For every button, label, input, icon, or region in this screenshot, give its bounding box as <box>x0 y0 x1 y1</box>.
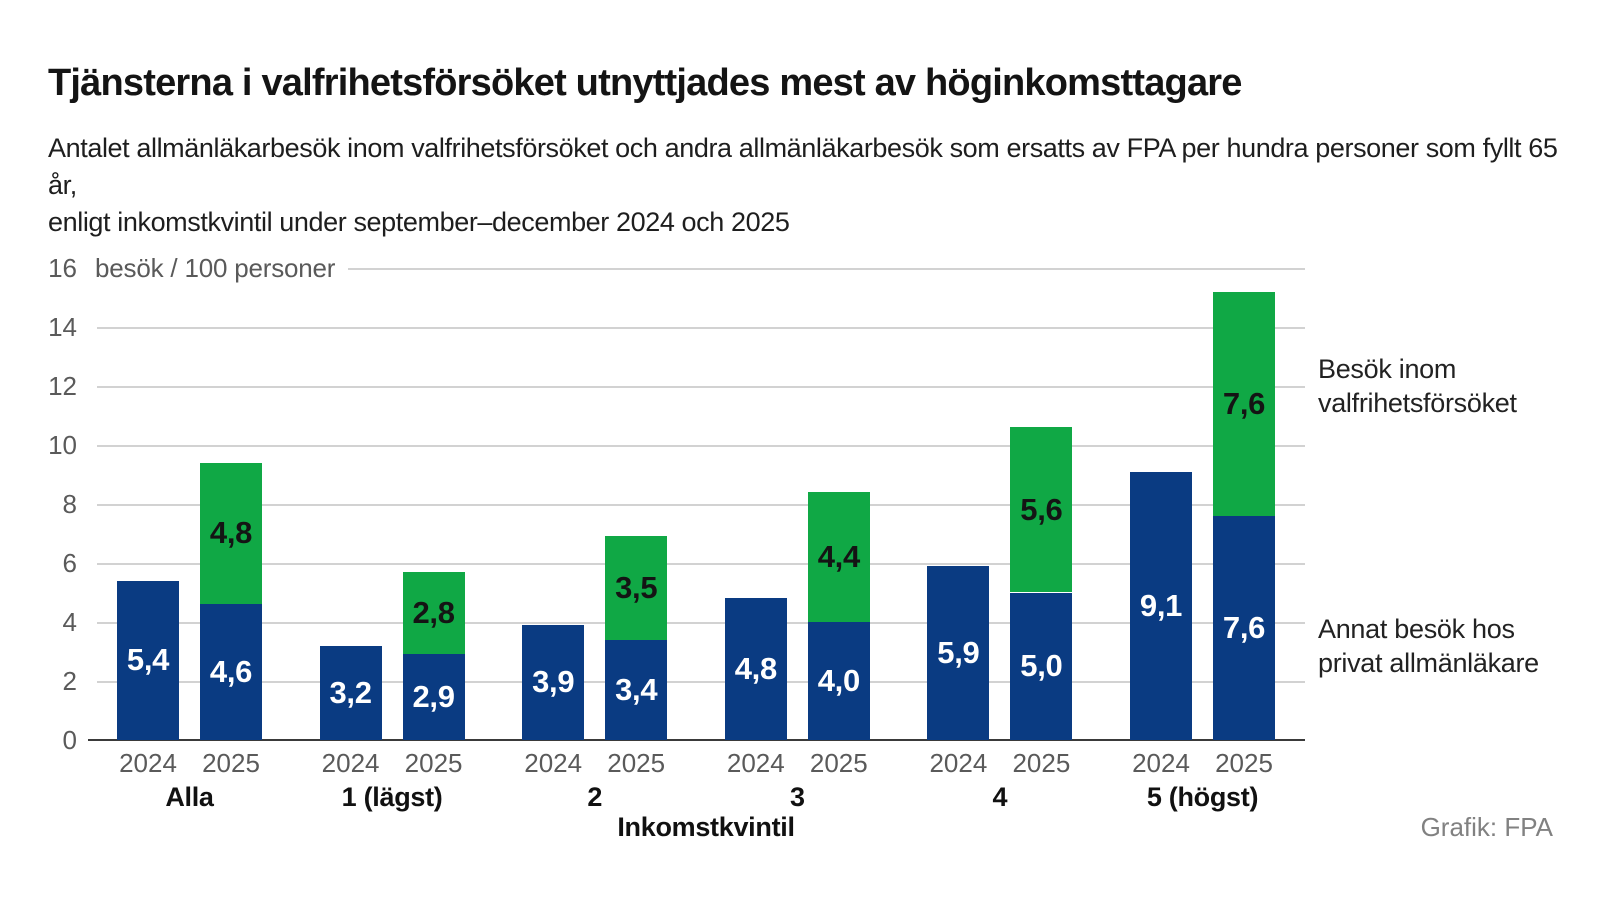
x-year-label-2025-4: 2025 <box>1012 748 1071 778</box>
bar-2025-green-2-value-label: 3,5 <box>615 570 658 606</box>
bar-2025-blue-4-value-label: 5,0 <box>1020 648 1063 684</box>
bar-2025-green-3-value-label: 4,4 <box>817 539 861 575</box>
y-gridline-10 <box>97 445 1305 447</box>
y-tick-label-2: 2 <box>62 666 77 696</box>
y-tick-label-4: 4 <box>62 607 77 637</box>
x-year-label-2025-0: 2025 <box>202 748 260 778</box>
x-year-label-2024-5: 2024 <box>1132 748 1190 778</box>
y-tick-label-12: 12 <box>48 371 77 401</box>
bar-2025-blue-2-value-label: 3,4 <box>615 671 658 707</box>
bar-2024-blue-4: 5,9 <box>927 565 990 740</box>
y-gridline-14 <box>97 327 1305 329</box>
bar-2025-blue-1-value-label: 2,9 <box>412 679 455 715</box>
x-group-label-0: Alla <box>165 782 214 812</box>
bar-2024-blue-1: 3,2 <box>319 645 382 740</box>
y-gridline-8 <box>97 504 1305 506</box>
graphic-credit: Grafik: FPA <box>1420 812 1553 842</box>
y-axis-unit-label: besök / 100 personer <box>95 253 336 283</box>
x-year-label-2025-2: 2025 <box>607 748 666 778</box>
y-gridline-6 <box>97 563 1305 565</box>
bar-2024-blue-3-value-label: 4,8 <box>734 651 778 687</box>
x-axis-line <box>88 739 1305 741</box>
x-group-label-2: 2 <box>587 782 603 812</box>
bar-2025-green-0: 4,8 <box>200 462 262 605</box>
x-group-label-3: 3 <box>789 782 805 812</box>
x-year-label-2024-0: 2024 <box>119 748 177 778</box>
bar-2024-blue-2-value-label: 3,9 <box>532 664 575 700</box>
bar-2025-blue-0-value-label: 4,6 <box>209 654 253 690</box>
bar-2025-blue-3: 4,0 <box>807 622 870 740</box>
subtitle-line-1: Antalet allmänläkarbesök inom valfrihets… <box>48 133 1558 200</box>
bar-2024-blue-0-value-label: 5,4 <box>126 642 170 678</box>
legend-label-valfrihetsforsoket: Besök inom valfrihetsförsöket <box>1318 354 1517 418</box>
y-gridline-16 <box>348 268 1305 270</box>
x-axis-title: Inkomstkvintil <box>617 812 795 842</box>
y-gridline-12 <box>97 386 1305 388</box>
bar-2025-green-0-value-label: 4,8 <box>209 515 253 551</box>
bar-2025-green-2: 3,5 <box>605 536 668 640</box>
bar-2024-blue-5-value-label: 9,1 <box>1139 587 1183 623</box>
x-year-label-2024-3: 2024 <box>726 748 785 778</box>
bar-2025-blue-1: 2,9 <box>402 654 465 740</box>
y-gridline-2 <box>97 681 1305 683</box>
bar-2024-blue-1-value-label: 3,2 <box>329 674 372 710</box>
y-tick-label-6: 6 <box>62 548 77 578</box>
bar-2025-blue-5-value-label: 7,6 <box>1222 609 1266 645</box>
bar-2025-blue-3-value-label: 4,0 <box>817 663 861 698</box>
bar-2025-blue-2: 3,4 <box>605 639 668 740</box>
bar-2025-green-5-value-label: 7,6 <box>1222 385 1266 421</box>
bar-2025-green-1-value-label: 2,8 <box>412 595 455 631</box>
bar-2025-green-5: 7,6 <box>1213 291 1275 516</box>
bar-2025-blue-4: 5,0 <box>1010 592 1073 740</box>
chart-subtitle: Antalet allmänläkarbesök inom valfrihets… <box>48 130 1558 241</box>
bar-2024-blue-5: 9,1 <box>1130 471 1192 740</box>
y-gridline-4 <box>97 622 1305 624</box>
x-group-label-4: 4 <box>992 782 1008 812</box>
bar-2024-blue-2: 3,9 <box>522 624 585 740</box>
x-year-label-2025-3: 2025 <box>809 748 868 778</box>
x-group-label-1: 1 (lägst) <box>341 782 443 812</box>
bar-2024-blue-4-value-label: 5,9 <box>937 634 980 670</box>
bar-2025-blue-5: 7,6 <box>1213 515 1275 740</box>
y-tick-label-0: 0 <box>62 725 77 755</box>
bar-2025-green-3: 4,4 <box>807 492 870 622</box>
bar-2025-blue-0: 4,6 <box>200 604 262 740</box>
y-tick-label-14: 14 <box>48 312 77 342</box>
bar-2024-blue-3: 4,8 <box>724 598 787 740</box>
x-year-label-2024-1: 2024 <box>321 748 380 778</box>
y-tick-label-10: 10 <box>48 430 77 460</box>
bar-2025-green-4-value-label: 5,6 <box>1020 491 1063 527</box>
x-year-label-2025-1: 2025 <box>404 748 463 778</box>
x-group-label-5: 5 (högst) <box>1146 782 1259 812</box>
page-title: Tjänsterna i valfrihetsförsöket utnyttja… <box>48 62 1242 104</box>
x-year-label-2024-2: 2024 <box>524 748 583 778</box>
legend-label-annat-besok: Annat besök hos privat allmänläkare <box>1318 614 1539 678</box>
y-tick-label-8: 8 <box>62 489 77 519</box>
x-year-label-2025-5: 2025 <box>1215 748 1273 778</box>
subtitle-line-2: enligt inkomstkvintil under september–de… <box>48 207 790 237</box>
bar-2024-blue-0: 5,4 <box>117 580 179 740</box>
bar-2025-green-1: 2,8 <box>402 571 465 655</box>
bar-2025-green-4: 5,6 <box>1010 427 1073 593</box>
y-tick-label-16: 16 <box>48 253 77 283</box>
x-year-label-2024-4: 2024 <box>929 748 988 778</box>
